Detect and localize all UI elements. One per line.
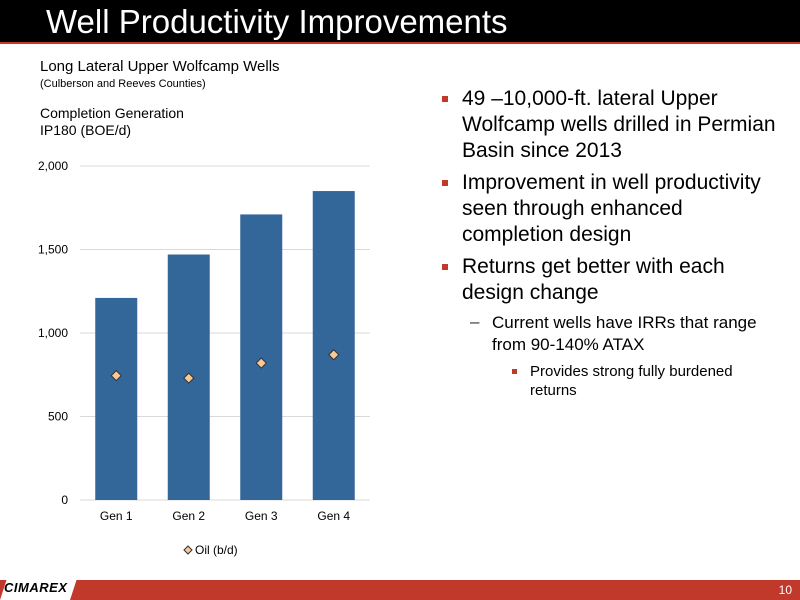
bullet-text: 49 –10,000-ft. lateral Upper Wolfcamp we… — [462, 87, 776, 162]
y-tick-label: 1,000 — [38, 326, 68, 340]
bar-gen-3 — [240, 214, 283, 500]
bar-gen-4 — [312, 191, 355, 501]
bullet-text: Returns get better with each design chan… — [462, 255, 725, 304]
sub-bullet-text: Current wells have IRRs that range from … — [492, 313, 757, 354]
x-tick-label: Gen 2 — [172, 509, 205, 523]
chart-label-ip180: IP180 (BOE/d) — [40, 122, 132, 138]
bar-gen-1 — [95, 297, 138, 500]
oil-marker-gen-4 — [328, 349, 340, 361]
bullet-marker — [442, 180, 448, 186]
legend-marker-icon — [183, 545, 193, 555]
oil-marker-gen-2 — [183, 372, 195, 384]
bullet-marker — [442, 96, 448, 102]
bullet-list: 49 –10,000-ft. lateral Upper Wolfcamp we… — [440, 86, 780, 400]
chart-title: Long Lateral Upper Wolfcamp Wells — [40, 58, 280, 75]
footer-bar — [0, 580, 800, 600]
sub-bullet-irr: – Current wells have IRRs that range fro… — [470, 312, 780, 356]
bullet-wells-drilled: 49 –10,000-ft. lateral Upper Wolfcamp we… — [440, 86, 780, 164]
dash-marker: – — [470, 312, 480, 331]
y-tick-label: 1,500 — [38, 243, 68, 257]
cimarex-logo: CIMAREX — [4, 580, 68, 595]
legend-label: Oil (b/d) — [195, 543, 238, 557]
x-tick-label: Gen 4 — [317, 509, 350, 523]
y-tick-label: 2,000 — [38, 159, 68, 173]
oil-marker-gen-1 — [110, 369, 122, 382]
y-tick-label: 500 — [48, 410, 68, 424]
bullet-text: Improvement in well productivity seen th… — [462, 171, 761, 246]
bullet-productivity: Improvement in well productivity seen th… — [440, 170, 780, 248]
sub-sub-bullet-burdened: Provides strong fully burdened returns — [512, 362, 780, 400]
title-bar — [0, 0, 800, 42]
slide-title: Well Productivity Improvements — [46, 3, 508, 40]
bullet-marker — [512, 369, 517, 374]
y-tick-label: 0 — [61, 493, 68, 507]
bullet-marker — [442, 264, 448, 270]
oil-marker-gen-3 — [255, 357, 267, 369]
bullet-returns: Returns get better with each design chan… — [440, 254, 780, 306]
title-underline — [0, 42, 800, 44]
bar-chart: 0 500 1,000 1,500 2,000 Gen 1 Gen 2 Gen 3 Gen 4 O… — [38, 159, 370, 557]
chart-subtitle: (Culberson and Reeves Counties) — [40, 78, 206, 90]
chart-label-completion-generation: Completion Generation — [40, 105, 184, 121]
x-tick-label: Gen 3 — [245, 509, 278, 523]
sub-sub-bullet-text: Provides strong fully burdened returns — [530, 363, 733, 399]
page-number: 10 — [778, 583, 792, 597]
x-tick-label: Gen 1 — [100, 509, 133, 523]
